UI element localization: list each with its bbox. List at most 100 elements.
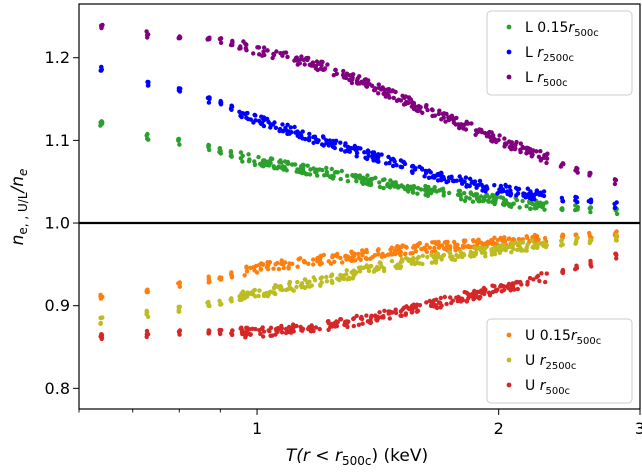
data-point — [502, 202, 507, 207]
data-point — [506, 281, 512, 287]
data-point — [389, 245, 394, 250]
data-point — [501, 189, 506, 194]
data-point — [612, 181, 618, 187]
data-point — [424, 300, 429, 305]
data-point — [257, 161, 263, 167]
legend-marker — [506, 382, 512, 388]
data-point — [278, 51, 283, 56]
legend-label: L r500c — [525, 70, 568, 89]
data-point — [324, 274, 329, 280]
y-tick-label: 1.2 — [45, 48, 70, 67]
data-point — [529, 238, 535, 243]
data-point — [177, 328, 183, 333]
y-tick-label: 0.8 — [45, 379, 70, 398]
data-point — [293, 130, 298, 135]
data-point — [219, 301, 224, 307]
data-point — [271, 51, 276, 57]
data-point — [271, 266, 276, 271]
data-point — [328, 174, 333, 180]
data-point — [177, 281, 182, 286]
data-point — [285, 122, 290, 128]
data-point — [347, 276, 352, 281]
data-point — [274, 49, 279, 54]
data-point — [311, 328, 316, 334]
points-layer — [98, 22, 620, 342]
data-point — [311, 262, 316, 267]
data-point — [380, 315, 385, 320]
data-point — [505, 245, 510, 250]
data-point — [538, 190, 543, 195]
data-point — [261, 45, 267, 50]
data-point — [251, 51, 256, 56]
data-point — [428, 170, 433, 175]
data-point — [380, 177, 386, 183]
data-point — [403, 311, 409, 316]
data-point — [520, 198, 525, 204]
data-point — [429, 187, 435, 192]
data-point — [560, 199, 566, 204]
data-point — [385, 87, 390, 92]
data-point — [441, 193, 446, 198]
data-point — [238, 113, 243, 119]
data-point — [399, 165, 405, 170]
data-point — [270, 55, 275, 61]
data-point — [389, 89, 394, 94]
data-point — [492, 284, 497, 289]
data-point — [242, 273, 247, 278]
data-point — [351, 253, 357, 259]
data-point — [435, 172, 440, 177]
data-point — [177, 36, 182, 41]
data-point — [256, 45, 261, 50]
data-point — [453, 242, 458, 248]
data-point — [534, 188, 539, 194]
data-point — [417, 108, 422, 113]
data-point — [351, 72, 356, 77]
data-point — [558, 164, 564, 169]
data-point — [483, 245, 488, 250]
data-point — [273, 262, 278, 267]
data-point — [532, 202, 537, 207]
data-point — [218, 101, 224, 106]
data-point — [354, 78, 360, 83]
data-point — [229, 154, 234, 159]
data-point — [248, 117, 253, 122]
data-point — [328, 274, 334, 279]
data-point — [588, 205, 594, 210]
data-point — [207, 147, 212, 153]
data-point — [403, 244, 408, 249]
data-point — [315, 139, 320, 145]
data-point — [311, 257, 316, 262]
data-point — [246, 152, 251, 157]
data-point — [525, 242, 530, 247]
series-4 — [98, 232, 619, 326]
data-point — [393, 180, 398, 185]
data-point — [365, 173, 370, 178]
data-point — [239, 293, 244, 298]
data-point — [99, 67, 105, 72]
data-point — [261, 164, 266, 169]
data-point — [230, 328, 235, 333]
data-point — [391, 251, 396, 257]
data-point — [437, 300, 442, 305]
data-point — [492, 183, 497, 188]
data-point — [402, 251, 408, 257]
data-point — [462, 190, 467, 196]
data-point — [402, 186, 408, 192]
data-point — [273, 283, 278, 288]
data-point — [516, 236, 522, 242]
data-point — [453, 248, 458, 253]
data-point — [457, 174, 462, 179]
data-point — [446, 117, 452, 123]
data-point — [318, 61, 323, 66]
data-point — [294, 284, 299, 290]
legend-label: L r2500c — [525, 45, 574, 64]
data-point — [503, 198, 508, 203]
data-point — [464, 299, 469, 304]
data-point — [237, 297, 242, 303]
data-point — [390, 156, 396, 162]
data-point — [364, 256, 369, 262]
data-point — [560, 207, 565, 213]
data-point — [330, 141, 335, 146]
data-point — [492, 137, 497, 142]
data-point — [371, 269, 377, 274]
